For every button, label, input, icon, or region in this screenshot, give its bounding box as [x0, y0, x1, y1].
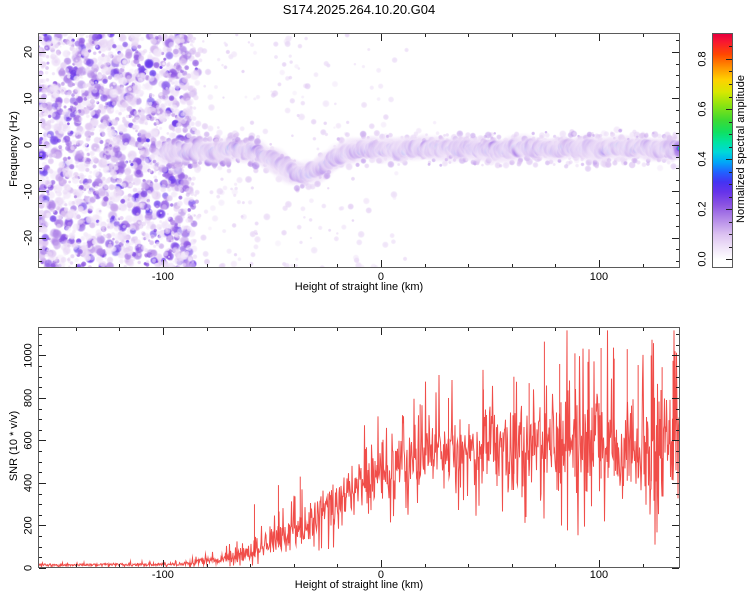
colorbar-label: Normalized spectral amplitude — [735, 75, 747, 223]
snr-ylabel: SNR (10 * v/v) — [8, 410, 20, 482]
snr-xlabel: Height of straight line (km) — [294, 579, 424, 591]
spectrogram-xlabel: Height of straight line (km) — [294, 281, 424, 293]
spectrogram-ylabel: Frequency (Hz) — [8, 111, 20, 187]
page-title: S174.2025.264.10.20.G04 — [282, 2, 436, 17]
